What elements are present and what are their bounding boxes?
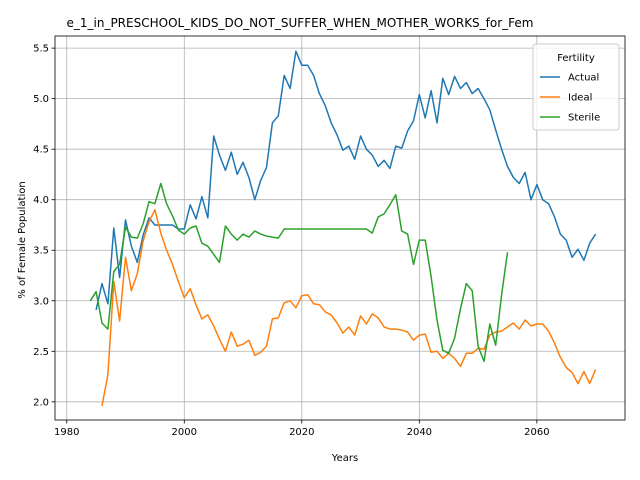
x-axis-ticks: 1980 2000 2020 2040 2060 xyxy=(54,420,550,438)
y-tick-label: 4.5 xyxy=(33,145,49,156)
legend-title: Fertility xyxy=(557,53,595,64)
x-tick-label: 1980 xyxy=(54,427,79,438)
legend-label-ideal: Ideal xyxy=(568,93,592,104)
y-tick-label: 5.0 xyxy=(33,94,49,105)
y-tick-label: 3.5 xyxy=(33,246,49,257)
y-tick-label: 5.5 xyxy=(33,44,49,55)
y-tick-label: 2.0 xyxy=(33,397,49,408)
x-tick-label: 2060 xyxy=(524,427,549,438)
legend-items: Actual Ideal Sterile xyxy=(540,73,600,124)
y-tick-label: 2.5 xyxy=(33,347,49,358)
legend: Fertility Actual Ideal Sterile xyxy=(532,43,620,131)
y-axis-label: % of Female Population xyxy=(17,181,28,298)
x-tick-label: 2000 xyxy=(172,427,197,438)
series-layer xyxy=(89,50,597,407)
x-tick-label: 2040 xyxy=(407,427,432,438)
series-line-actual xyxy=(95,50,597,311)
chart-title: e_1_in_PRESCHOOL_KIDS_DO_NOT_SUFFER_WHEN… xyxy=(66,16,533,30)
y-tick-label: 3.0 xyxy=(33,296,49,307)
x-axis-label: Years xyxy=(331,453,358,464)
y-tick-label: 4.0 xyxy=(33,195,49,206)
y-axis-ticks: 2.0 2.5 3.0 3.5 4.0 4.5 5.0 5.5 xyxy=(33,44,55,408)
legend-label-actual: Actual xyxy=(568,73,599,84)
grid xyxy=(55,36,625,420)
x-tick-label: 2020 xyxy=(289,427,314,438)
series-line-sterile xyxy=(89,182,509,363)
series-line-ideal xyxy=(101,209,597,407)
legend-box xyxy=(532,43,620,131)
plot-frame xyxy=(54,35,626,421)
legend-label-sterile: Sterile xyxy=(568,113,600,124)
